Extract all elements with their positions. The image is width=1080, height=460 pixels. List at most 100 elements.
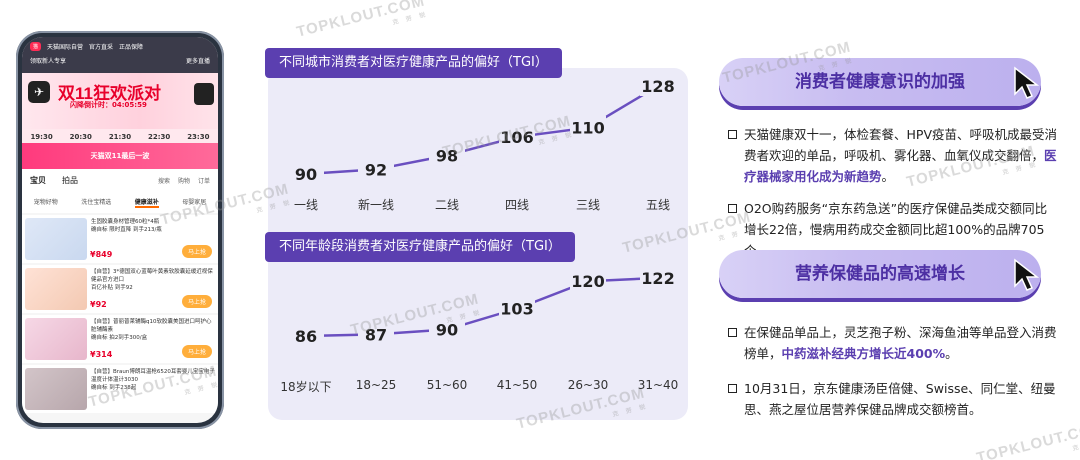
product-image xyxy=(25,318,87,360)
item-price: ¥92 xyxy=(90,300,107,309)
search-icon[interactable]: 搜索 xyxy=(157,178,170,185)
city-chart-title: 不同城市消费者对医疗健康产品的偏好（TGI） xyxy=(265,48,562,78)
bullet-text: 在保健品单品上，灵芝孢子粉、深海鱼油等单品登入消费榜单， xyxy=(744,325,1057,361)
list-item[interactable]: 生固胶囊身材管理60粒*4瓶 确自标 限时直降 到手213/瓶 ¥849 马上抢 xyxy=(22,215,218,263)
charts-svg: 90 92 98 106 110 128 86 87 90 103 120 122 xyxy=(288,74,676,346)
data-label-bg xyxy=(288,162,324,184)
bullet-text: 10月31日，京东健康汤臣倍健、Swisse、同仁堂、纽曼思、燕之屋位居营养保健… xyxy=(744,381,1056,417)
store-tag: 正品保障 xyxy=(119,44,144,51)
data-label-bg xyxy=(429,317,465,340)
newcomer-link[interactable]: 领取新人专享 xyxy=(30,58,67,65)
plane-icon: ✈ xyxy=(28,81,50,103)
buy-button[interactable]: 马上抢 xyxy=(181,295,212,308)
subtab-active[interactable]: 健康滋补 xyxy=(134,199,159,208)
buy-button[interactable]: 马上抢 xyxy=(181,345,212,358)
city-category-label: 五线 xyxy=(645,198,671,212)
square-bullet-icon xyxy=(728,384,737,393)
data-label-bg xyxy=(499,296,535,319)
city-data-label: 106 xyxy=(500,128,533,147)
cursor-icon xyxy=(1014,258,1039,291)
item-sub: 确自标 到手238起 xyxy=(91,385,137,391)
time-slot[interactable]: 20:30 xyxy=(69,133,92,141)
promo-banner[interactable]: ✈ 双11狂欢派对 闪降倒计时：04:05:59 xyxy=(22,73,218,129)
data-label-bg xyxy=(570,115,606,138)
bullet-text: 。 xyxy=(881,169,895,184)
city-category-label: 四线 xyxy=(504,198,530,212)
store-logo: 猫 xyxy=(30,42,42,51)
time-slot[interactable]: 22:30 xyxy=(148,133,171,141)
bullet-item: 10月31日，京东健康汤臣倍健、Swisse、同仁堂、纽曼思、燕之屋位居营养保健… xyxy=(728,378,1058,420)
subtab[interactable]: 宠物好物 xyxy=(33,199,58,206)
square-bullet-icon xyxy=(728,204,737,213)
section1-title: 消费者健康意识的加强 xyxy=(795,72,965,92)
city-category-label: 三线 xyxy=(575,198,601,212)
pink-bar[interactable]: 天猫双11最后一波 xyxy=(22,143,218,169)
item-sub: 确自标 限时直降 到手213/瓶 xyxy=(91,227,162,233)
buy-button[interactable]: 马上抢 xyxy=(181,245,212,258)
time-strip: 19:30 20:30 21:30 22:30 23:30 xyxy=(22,129,218,143)
data-label-bg xyxy=(288,324,324,346)
item-price: ¥849 xyxy=(90,250,113,259)
item-title: 生固胶囊身材管理60粒*4瓶 xyxy=(91,219,160,225)
city-data-label: 92 xyxy=(365,160,387,179)
phone-screen: 猫 天猫国际自营 官方直采 正品保障 领取新人专享 更多直播 ✈ 双11狂欢派对… xyxy=(22,37,218,423)
time-slot[interactable]: 21:30 xyxy=(108,133,132,141)
phone-header: 猫 天猫国际自营 官方直采 正品保障 领取新人专享 更多直播 xyxy=(22,37,218,73)
time-slot[interactable]: 23:30 xyxy=(187,133,210,141)
section2-pill: 营养保健品的高速增长 xyxy=(719,250,1041,298)
age-data-label: 120 xyxy=(571,272,604,291)
city-data-label: 110 xyxy=(571,119,604,138)
age-data-label: 87 xyxy=(365,325,387,344)
bullet-item: 在保健品单品上，灵芝孢子粉、深海鱼油等单品登入消费榜单，中药滋补经典方增长近40… xyxy=(728,322,1058,364)
bullet-text: 天猫健康双十一，体检套餐、HPV疫苗、呼吸机成最受消费者欢迎的单品，呼吸机、雾化… xyxy=(744,127,1057,163)
age-chart-title: 不同年龄段消费者对医疗健康产品的偏好（TGI） xyxy=(265,232,575,262)
item-price: ¥314 xyxy=(90,350,113,359)
subtab[interactable]: 母婴家居 xyxy=(182,199,207,206)
section1-pill: 消费者健康意识的加强 xyxy=(719,58,1041,106)
item-sub: 确自标 拍2到手300/盒 xyxy=(91,335,148,341)
data-label-bg xyxy=(358,157,394,180)
order-icon[interactable]: 订单 xyxy=(197,178,210,185)
data-label-bg xyxy=(499,124,535,147)
age-category-label: 51~60 xyxy=(426,378,468,392)
item-title: 【自营】Braun博朗耳温枪6520耳套婴儿宝宝电子温度计体温计3030 xyxy=(91,369,215,383)
item-title: 【自营】普丽普莱辅酶q10软胶囊美国进口呵护心脏辅酶素 xyxy=(91,319,212,333)
age-category-label: 31~40 xyxy=(637,378,679,392)
age-category-label: 41~50 xyxy=(496,378,538,392)
time-slot[interactable]: 19:30 xyxy=(30,133,53,141)
product-image xyxy=(25,368,87,410)
city-data-label: 128 xyxy=(641,77,674,96)
city-category-label: 一线 xyxy=(293,198,319,212)
bullet-item: 天猫健康双十一，体检套餐、HPV疫苗、呼吸机成最受消费者欢迎的单品，呼吸机、雾化… xyxy=(728,124,1058,187)
store-name[interactable]: 天猫国际自营 xyxy=(47,44,84,51)
age-data-label: 103 xyxy=(500,300,533,319)
product-image xyxy=(25,268,87,310)
subtab[interactable]: 洗住宝精选 xyxy=(81,199,112,206)
age-category-label: 26~30 xyxy=(567,378,609,392)
list-item[interactable]: 【自营】Braun博朗耳温枪6520耳套婴儿宝宝电子温度计体温计3030 确自标… xyxy=(22,365,218,413)
cursor-icon xyxy=(1014,66,1039,99)
phone-mockup: 猫 天猫国际自营 官方直采 正品保障 领取新人专享 更多直播 ✈ 双11狂欢派对… xyxy=(16,31,224,429)
age-category-label: 18岁以下 xyxy=(280,380,332,394)
item-sub: 百亿补贴 到手92 xyxy=(91,285,133,291)
tab-items[interactable]: 宝贝 xyxy=(30,176,46,185)
data-label-bg xyxy=(640,74,676,96)
city-data-label: 98 xyxy=(436,146,458,165)
banner-title: 双11狂欢派对 xyxy=(58,84,161,103)
city-data-label: 90 xyxy=(295,165,317,184)
age-category-label: 18~25 xyxy=(355,378,397,392)
countdown: 闪降倒计时：04:05:59 xyxy=(70,101,147,109)
side-badge xyxy=(194,83,214,105)
tab-auction[interactable]: 拍品 xyxy=(62,176,78,185)
bullet-highlight: 中药滋补经典方增长近400% xyxy=(781,346,946,361)
data-label-bg xyxy=(570,269,606,292)
list-item[interactable]: 【自营】3*德国双心蓝莓叶黄素软胶囊延缓近视保健品官方进口 百亿补贴 到手92 … xyxy=(22,265,218,313)
city-category-label: 新一线 xyxy=(357,198,395,212)
live-link[interactable]: 更多直播 xyxy=(185,58,210,65)
cart-icon[interactable]: 购物 xyxy=(177,178,190,185)
list-item[interactable]: 【自营】普丽普莱辅酶q10软胶囊美国进口呵护心脏辅酶素 确自标 拍2到手300/… xyxy=(22,315,218,363)
phone-tabs: 宝贝 拍品 搜索 购物 订单 xyxy=(22,169,218,192)
